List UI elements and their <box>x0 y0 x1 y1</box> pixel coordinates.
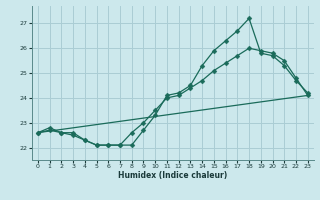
X-axis label: Humidex (Indice chaleur): Humidex (Indice chaleur) <box>118 171 228 180</box>
